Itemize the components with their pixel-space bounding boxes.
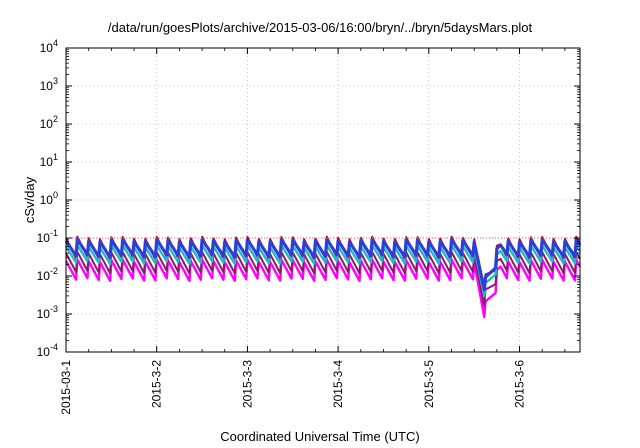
x-tick-label: 2015-3-5 <box>422 360 436 408</box>
x-tick-label: 2015-3-6 <box>513 360 527 408</box>
x-axis: 2015-03-1 2015-3-2 2015-3-3 2015-3-4 2015-3-… <box>59 48 566 415</box>
x-tick-label: 2015-3-4 <box>331 360 345 408</box>
chart-title: /data/run/goesPlots/archive/2015-03-06/1… <box>107 20 533 35</box>
series-line-4 <box>65 250 581 307</box>
y-tick-label: 10-4 <box>37 342 58 359</box>
y-tick-label: 103 <box>40 76 58 93</box>
y-tick-label: 104 <box>40 38 58 55</box>
y-tick-label: 10-3 <box>37 304 58 321</box>
x-tick-label: 2015-3-2 <box>150 360 164 408</box>
series-line-3 <box>64 243 582 298</box>
series-lines <box>64 235 582 319</box>
x-tick-label: 2015-03-1 <box>59 360 73 415</box>
y-tick-label: 10-2 <box>37 266 58 283</box>
y-tick-label: 102 <box>40 114 58 131</box>
grid-lines <box>66 48 580 352</box>
series-line-5 <box>64 258 582 319</box>
y-tick-label: 100 <box>40 190 58 207</box>
series-line-2 <box>64 237 582 292</box>
x-axis-label: Coordinated Universal Time (UTC) <box>220 429 420 444</box>
y-tick-label: 101 <box>40 152 58 169</box>
y-tick-label: 10-1 <box>37 228 58 245</box>
y-axis-label: cSv/day <box>22 176 37 223</box>
x-tick-label: 2015-3-3 <box>240 360 254 408</box>
